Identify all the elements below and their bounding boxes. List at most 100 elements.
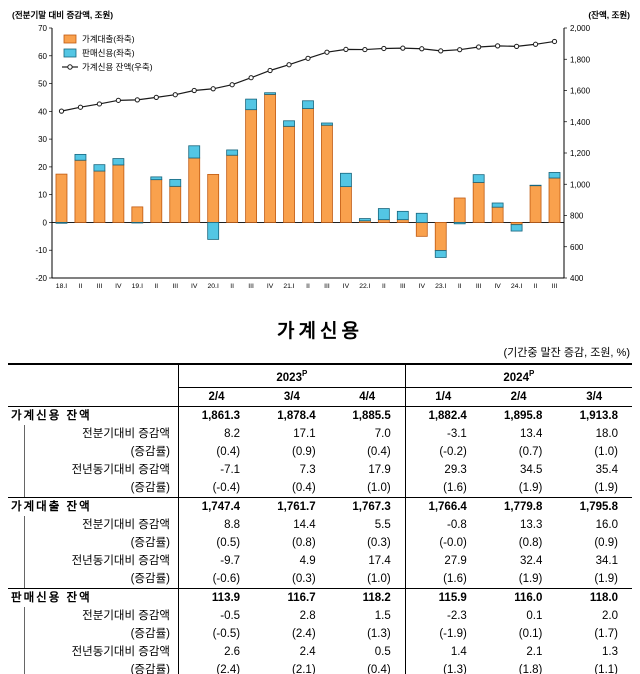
table-cell: 1,766.4 xyxy=(405,496,481,516)
legend-marker xyxy=(67,64,73,70)
right-axis-tick: 2,000 xyxy=(570,24,591,33)
year-2023-label: 2023 xyxy=(276,371,302,384)
table-cell: (1.8) xyxy=(518,663,543,674)
table-cell: 113.9 xyxy=(178,587,255,607)
table-cell: (0.3) xyxy=(292,572,316,585)
row-label: (증감률) xyxy=(8,442,179,461)
table-cell: -2.3 xyxy=(446,609,467,622)
loan-bar xyxy=(453,197,466,223)
household-credit-table: 2023P 2024P 2/4 3/4 4/4 1/4 2/4 3/4 가계신용… xyxy=(8,363,632,674)
table-cell: (1.3) xyxy=(443,663,467,674)
right-axis-tick: 600 xyxy=(570,243,584,252)
table-sub-row: 전년동기대비 증감액 -9.7 4.9 17.4 27.9 32.4 34.1 xyxy=(8,551,632,570)
left-axis-tick: 60 xyxy=(38,52,47,61)
table-cell: (1.9) xyxy=(518,481,543,494)
table-sub-row: (증감률) (0.4) (0.9) (0.4) (-0.2) (0.7) (1.0) xyxy=(8,442,632,461)
table-sub-row: 전년동기대비 증감액 2.6 2.4 0.5 1.4 2.1 1.3 xyxy=(8,642,632,661)
table-cell: 118.0 xyxy=(556,587,632,607)
table-cell: (0.4) xyxy=(329,442,406,461)
table-cell: (1.3) xyxy=(329,624,406,643)
balance-marker xyxy=(305,55,311,61)
table-cell: 17.4 xyxy=(329,551,406,570)
credit-bar xyxy=(529,184,542,187)
table-cell: 1,767.3 xyxy=(329,496,406,516)
table-group-row: 판매신용 잔액 113.9 116.7 118.2 115.9 116.0 118.0 xyxy=(8,587,632,607)
loan-bar xyxy=(302,108,314,223)
row-label: 전분기대비 증감액 xyxy=(8,606,179,625)
table-cell: (-0.6) xyxy=(212,572,241,585)
table-cell: (1.6) xyxy=(443,481,467,494)
balance-marker xyxy=(495,43,501,49)
row-label: 전년동기대비 증감액 xyxy=(8,551,179,570)
left-axis-tick: 0 xyxy=(43,218,48,227)
credit-bar xyxy=(358,218,371,222)
table-cell: 0.1 xyxy=(526,609,543,622)
table-cell: 1,913.8 xyxy=(556,405,632,425)
table-sub-row: (증감률) (-0.5) (2.4) (1.3) (-1.9) (0.1) (1.7) xyxy=(8,624,632,643)
row-label: 전분기대비 증감액 xyxy=(8,515,179,534)
table-sub-row: 전분기대비 증감액 8.8 14.4 5.5 -0.8 13.3 16.0 xyxy=(8,515,632,534)
table-sub-row: (증감률) (-0.4) (0.4) (1.0) (1.6) (1.9) (1.9) xyxy=(8,478,632,498)
table-cell: (2.4) xyxy=(216,663,241,674)
legend-label: 가계신용 잔액(우축) xyxy=(82,62,153,72)
balance-marker xyxy=(267,67,273,74)
table-cell: -9.7 xyxy=(220,554,241,567)
credit-bar xyxy=(264,92,276,95)
legend-label: 가계대출(좌축) xyxy=(82,34,135,44)
right-axis-tick: 1,800 xyxy=(570,55,591,64)
x-axis-label: IV xyxy=(267,283,274,290)
table-cell: 34.5 xyxy=(520,463,543,476)
balance-marker xyxy=(381,45,387,52)
table-cell: 7.3 xyxy=(299,463,316,476)
x-axis-label: II xyxy=(154,283,158,290)
quarter-header: 4/4 xyxy=(329,387,406,407)
credit-bar xyxy=(169,178,182,187)
table-cell: 17.1 xyxy=(293,427,316,440)
credit-bar xyxy=(283,120,295,127)
table-cell: (2.4) xyxy=(292,627,316,640)
x-axis-label: 24.I xyxy=(511,283,522,290)
table-cell: 116.7 xyxy=(254,587,330,607)
balance-marker xyxy=(362,46,368,53)
table-cell: 27.9 xyxy=(444,554,467,567)
balance-marker xyxy=(457,47,463,53)
x-axis-label: IV xyxy=(115,283,122,290)
table-cell: 8.8 xyxy=(224,518,241,531)
x-axis-label: IV xyxy=(494,283,501,290)
table-cell: 13.4 xyxy=(520,427,543,440)
table-cell: 17.9 xyxy=(329,460,406,479)
left-axis-tick: 70 xyxy=(38,24,47,33)
x-axis-label: IV xyxy=(343,283,350,290)
credit-bar xyxy=(472,174,485,183)
table-cell: -3.1 xyxy=(446,427,467,440)
x-axis-label: III xyxy=(324,283,330,290)
loan-bar xyxy=(340,186,352,223)
table-cell: 4.9 xyxy=(299,554,316,567)
left-axis-tick: -10 xyxy=(35,246,47,255)
left-axis-tick: 50 xyxy=(38,80,47,89)
row-label: (증감률) xyxy=(8,624,179,643)
table-sub-row: 전분기대비 증감액 -0.5 2.8 1.5 -2.3 0.1 2.0 xyxy=(8,606,632,625)
x-axis-label: III xyxy=(248,283,254,290)
table-cell: 14.4 xyxy=(293,518,316,531)
loan-bar xyxy=(396,219,409,223)
table-cell: 1,795.8 xyxy=(556,496,632,516)
credit-bar xyxy=(434,250,447,258)
balance-marker xyxy=(286,62,292,68)
loan-bar xyxy=(74,159,87,223)
x-axis-label: 22.I xyxy=(359,283,370,290)
label-column-header xyxy=(8,364,179,407)
loan-bar xyxy=(207,173,220,223)
year-2024-header: 2024P xyxy=(405,364,632,388)
row-label: 가계신용 잔액 xyxy=(8,405,179,425)
table-cell: -7.1 xyxy=(220,463,241,476)
x-axis-label: 21.I xyxy=(283,283,294,290)
table-cell: 2.6 xyxy=(224,645,241,658)
right-axis-tick: 1,000 xyxy=(570,180,591,189)
table-cell: (0.8) xyxy=(292,536,316,549)
table-cell: 115.9 xyxy=(405,587,481,607)
balance-marker xyxy=(248,75,254,81)
left-axis-tick: 10 xyxy=(38,191,47,200)
loan-bar xyxy=(226,154,239,223)
row-label: 가계대출 잔액 xyxy=(8,496,179,516)
